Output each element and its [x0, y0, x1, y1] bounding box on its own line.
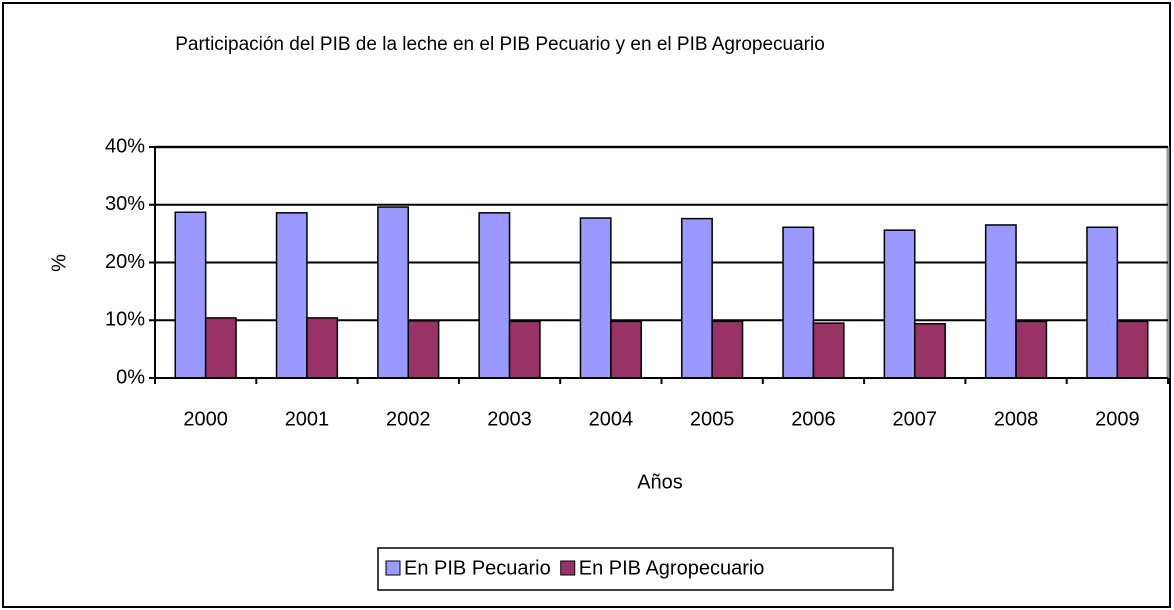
bar	[711, 320, 744, 379]
y-tick-label: 40%	[105, 135, 145, 157]
y-tick-label: 30%	[105, 193, 145, 215]
bar	[883, 229, 916, 379]
bar	[478, 212, 511, 379]
bar	[610, 320, 642, 379]
x-tick-label: 2001	[285, 408, 330, 430]
legend-swatch	[560, 560, 576, 576]
legend-label: En PIB Pecuario	[404, 557, 551, 579]
bar	[782, 226, 815, 379]
bar	[407, 320, 440, 379]
bar	[914, 322, 946, 379]
bar	[1116, 320, 1149, 379]
bar	[984, 224, 1017, 379]
bar	[508, 320, 541, 379]
bar	[306, 317, 339, 379]
x-tick-label: 2008	[994, 408, 1039, 430]
x-tick-label: 2003	[487, 408, 532, 430]
bar	[204, 317, 237, 379]
bar	[681, 217, 713, 379]
y-tick-label: 0%	[116, 366, 145, 388]
x-tick-label: 2004	[589, 408, 634, 430]
legend-label: En PIB Agropecuario	[579, 557, 765, 579]
x-tick-label: 2009	[1095, 408, 1140, 430]
bar	[174, 211, 207, 379]
y-axis-label: %	[48, 254, 70, 272]
x-tick-label: 2000	[183, 408, 228, 430]
x-tick-label: 2002	[386, 408, 431, 430]
chart-title: Participación del PIB de la leche en el …	[175, 34, 825, 55]
bar	[579, 217, 612, 379]
legend-box	[377, 547, 894, 591]
x-tick-label: 2005	[690, 408, 735, 430]
legend-swatch	[385, 560, 401, 576]
bar	[377, 206, 409, 379]
bar	[275, 212, 308, 379]
x-tick-label: 2006	[791, 408, 836, 430]
bar	[1086, 226, 1119, 379]
bar	[1015, 320, 1048, 379]
y-tick-label: 20%	[105, 251, 145, 273]
y-tick-label: 10%	[105, 309, 145, 331]
x-tick-label: 2007	[893, 408, 938, 430]
bar	[812, 322, 845, 379]
x-axis-label: Años	[637, 471, 683, 493]
